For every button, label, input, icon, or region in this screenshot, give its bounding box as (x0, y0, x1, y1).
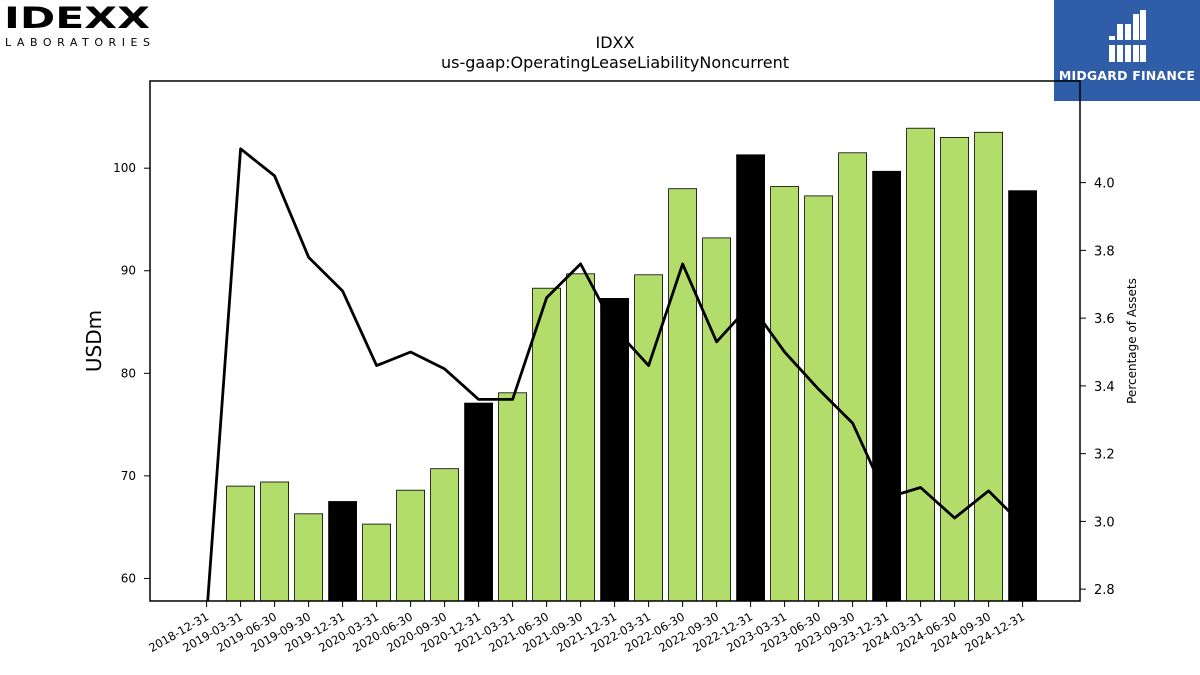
bar-2021-12-31 (600, 297, 629, 602)
bar-2020-06-30 (396, 489, 426, 602)
bar-2022-12-31 (736, 154, 765, 602)
bar-2022-06-30 (668, 188, 697, 602)
bar-2024-12-31 (1008, 190, 1037, 602)
chart-title: IDXX (596, 33, 635, 52)
y-tick-label: 80 (121, 366, 136, 380)
y-axis-left: 60 70 80 90 100 (113, 161, 150, 585)
bar-2024-09-30 (974, 131, 1003, 602)
bar-2021-06-30 (532, 287, 561, 602)
bar-2020-03-31 (362, 523, 392, 602)
y-axis-right: 2.8 3.0 3.2 3.4 3.6 3.8 4.0 (1080, 177, 1115, 598)
bar-2019-03-31 (226, 485, 256, 602)
y-tick-label: 70 (121, 469, 136, 483)
bar-2020-12-31 (464, 402, 494, 602)
y2-tick-label: 3.6 (1094, 312, 1115, 327)
y2-axis-label: Percentage of Assets (1125, 278, 1139, 404)
y-tick-label: 60 (121, 571, 136, 585)
idexx-logo: IDEXX LABORATORIES (4, 1, 154, 50)
bar-2019-06-30 (260, 481, 290, 602)
x-axis: 2018-12-312019-03-312019-06-302019-09-30… (146, 601, 1027, 655)
idexx-logo-wordmark: IDEXX (4, 4, 150, 35)
y2-tick-label: 3.4 (1094, 380, 1115, 395)
bar-2023-12-31 (872, 170, 901, 602)
midgard-finance-logo: MIDGARD FINANCE (1054, 0, 1200, 101)
y-tick-label: 90 (121, 264, 136, 278)
bar-2022-03-31 (634, 274, 663, 602)
bar-2021-09-30 (566, 273, 595, 602)
bar-2019-09-30 (294, 513, 324, 602)
y2-tick-label: 3.8 (1094, 244, 1115, 259)
bar-2024-03-31 (906, 127, 935, 602)
bar-2022-09-30 (702, 237, 731, 602)
y2-tick-label: 3.2 (1094, 448, 1115, 463)
bar-series (226, 127, 1037, 602)
bar-2020-09-30 (430, 468, 460, 602)
chart-subtitle: us-gaap:OperatingLeaseLiabilityNoncurren… (441, 53, 789, 72)
bar-2023-09-30 (838, 152, 867, 602)
y-tick-label: 100 (113, 161, 136, 175)
y2-tick-label: 4.0 (1094, 177, 1115, 192)
bar-2023-03-31 (770, 186, 799, 602)
bar-2024-06-30 (940, 136, 969, 602)
bar-2021-03-31 (498, 392, 528, 602)
bar-2019-12-31 (328, 501, 358, 602)
line-series (206, 147, 1024, 601)
y-axis-label: USDm (82, 310, 106, 372)
midgard-logo-text: MIDGARD FINANCE (1058, 68, 1196, 83)
midgard-emblem-icon (1106, 10, 1150, 62)
y2-tick-label: 2.8 (1094, 583, 1115, 598)
percentage-of-assets-line (206, 147, 1024, 601)
y2-tick-label: 3.0 (1094, 515, 1115, 530)
